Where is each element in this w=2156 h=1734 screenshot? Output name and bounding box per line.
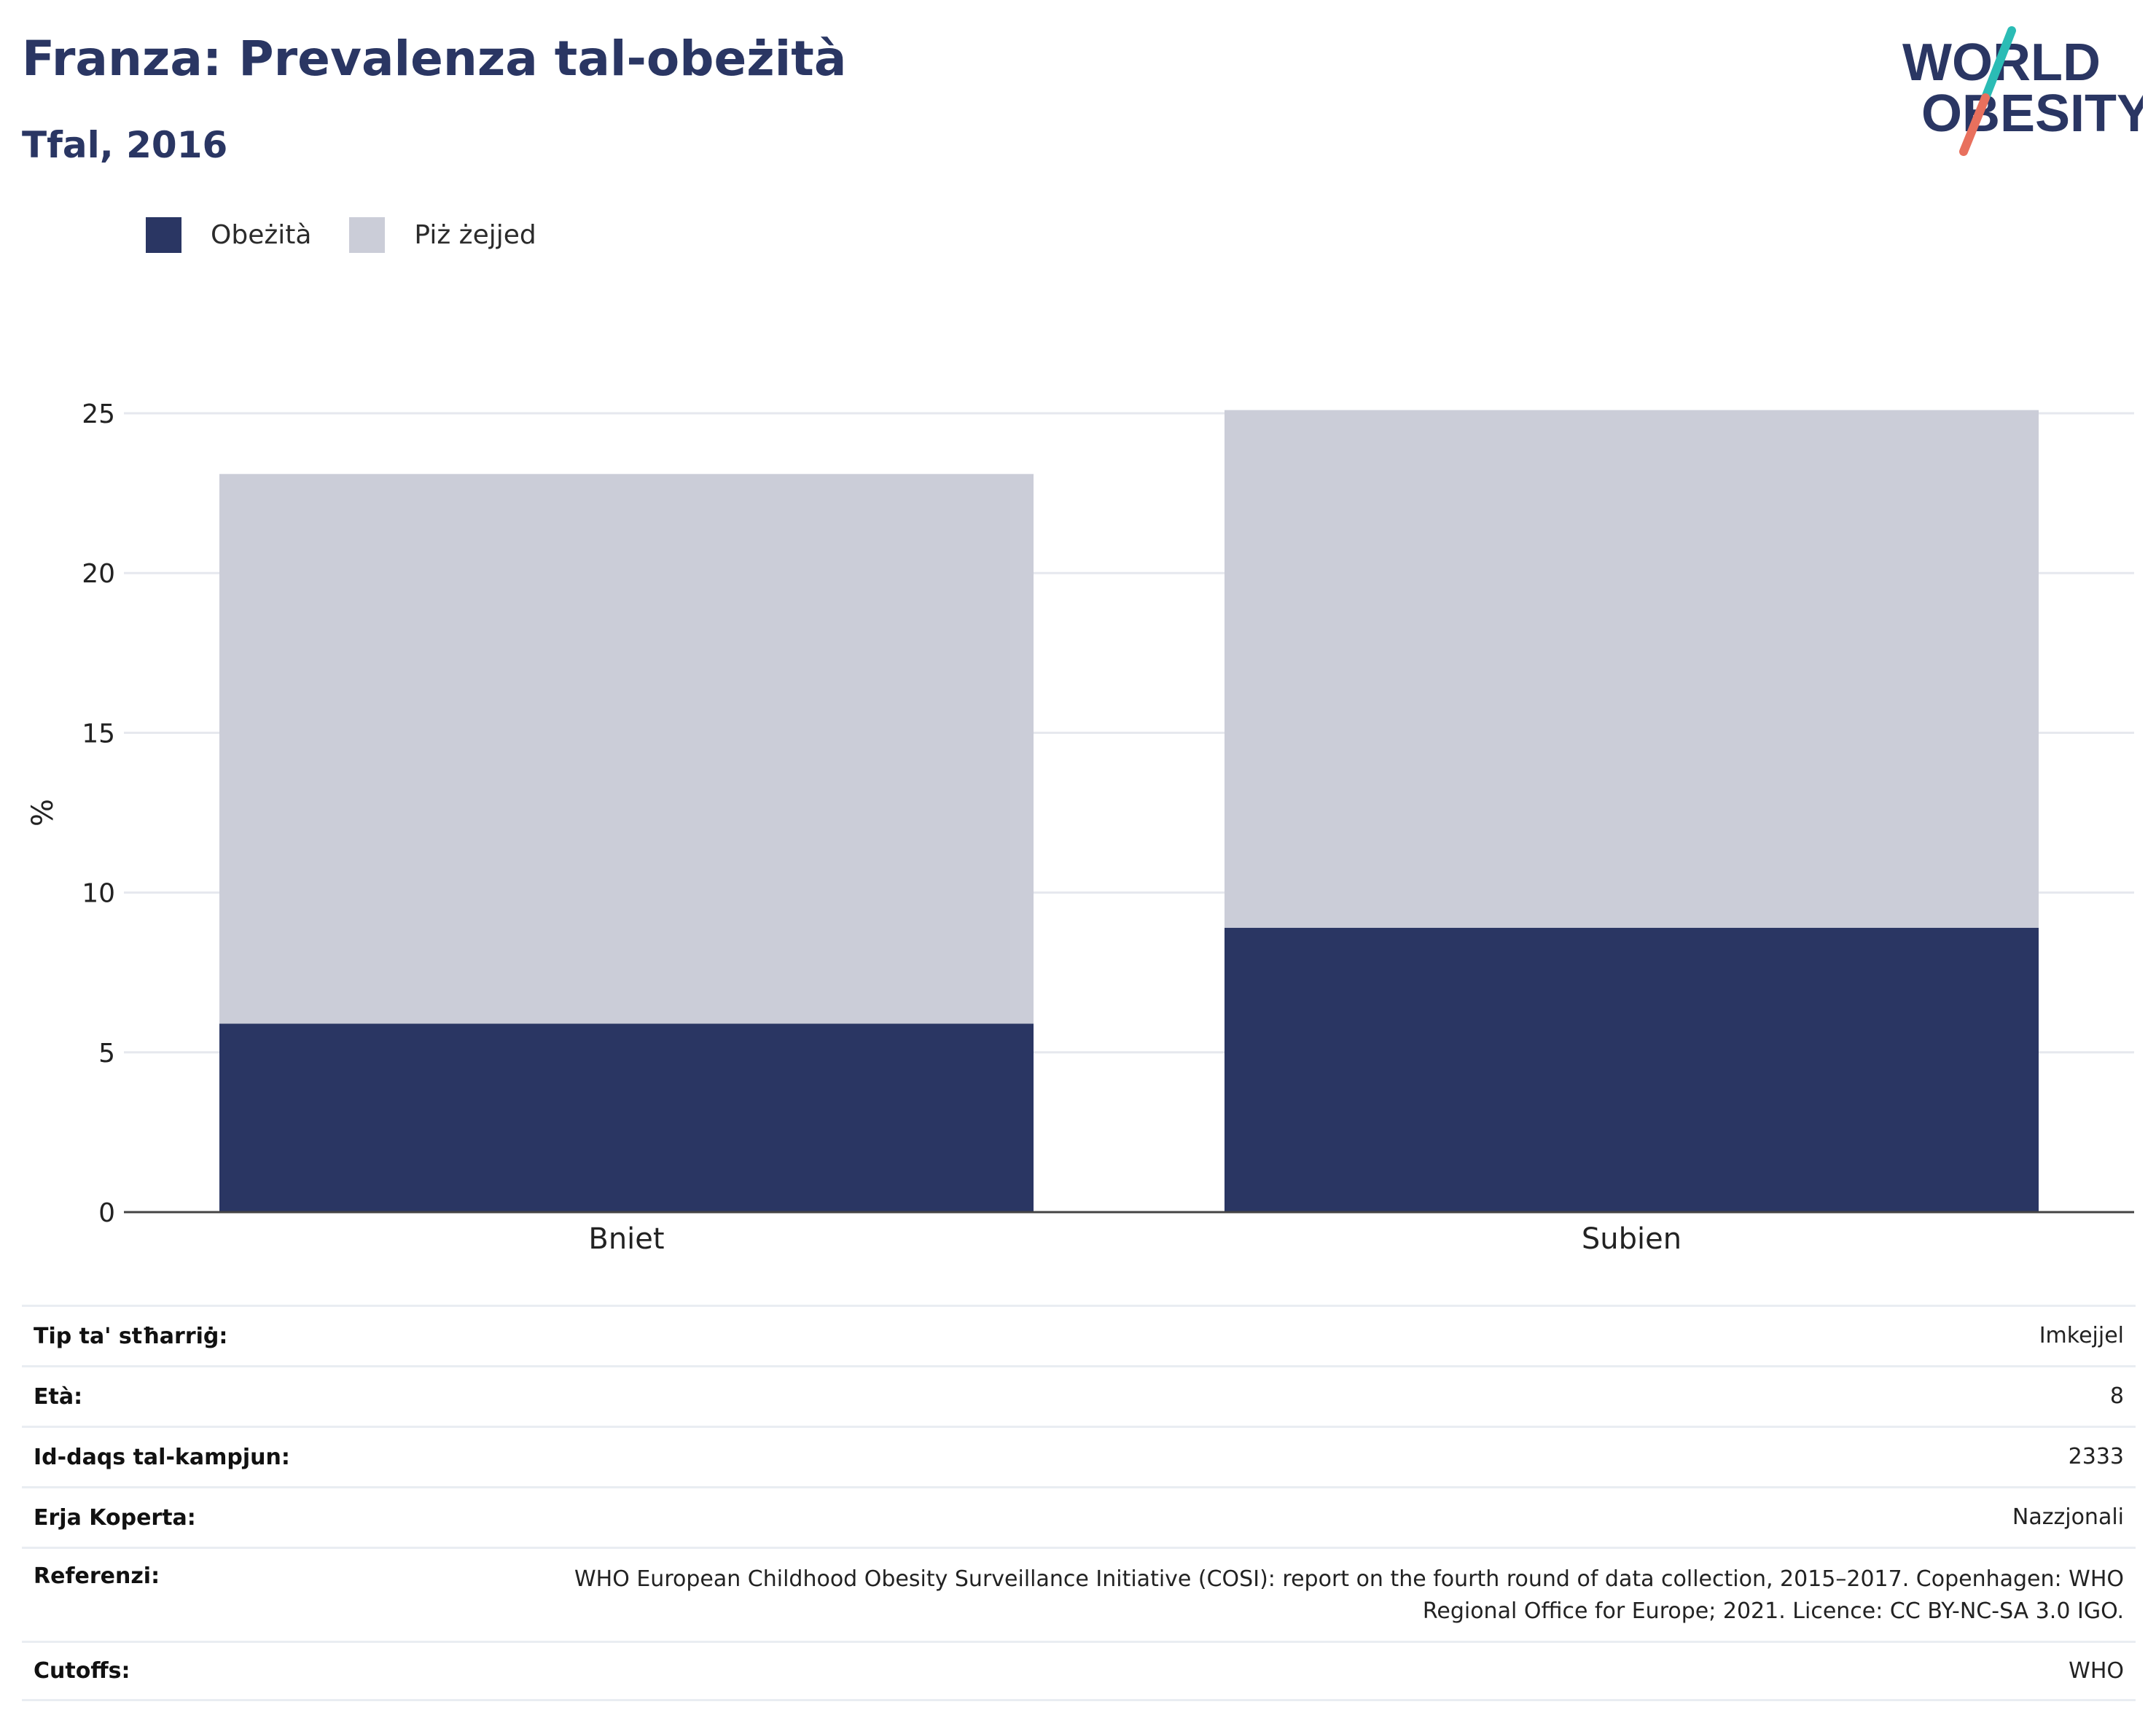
y-tick-label: 20 [82,559,115,589]
info-row: Cutoffs: WHO [22,1641,2136,1701]
info-row: Tip ta' stħarriġ: Imkejjel [22,1305,2136,1365]
info-value: WHO [2069,1657,2124,1684]
info-label: Tip ta' stħarriġ: [34,1323,228,1349]
logo-slash-bottom [1959,93,1990,156]
bar-obesity-bniet [219,1023,1034,1212]
info-table: Tip ta' stħarriġ: Imkejjel Età: 8 Id-daqs ta… [22,1305,2136,1701]
y-axis-label: % [26,799,60,827]
world-obesity-logo: WORLD OBESITY [1902,26,2143,156]
info-row: Età: 8 [22,1365,2136,1426]
legend-item-overweight[interactable]: Piż żejjed [349,217,536,253]
y-tick-label: 25 [82,399,115,429]
info-label: Età: [34,1383,83,1410]
info-label: Id-daqs tal-kampjun: [34,1444,290,1470]
legend-item-obesity[interactable]: Obeżità [146,217,311,253]
info-value: 2333 [2068,1444,2124,1469]
x-tick-label: Subien [1582,1222,1682,1256]
bar-overweight-subien [1225,410,2039,928]
chart-title: Franza: Prevalenza tal-obeżità [22,31,847,87]
info-label: Cutoffs: [34,1658,130,1684]
legend-swatch-overweight [349,217,386,253]
x-tick-label: Bniet [588,1222,664,1256]
legend-label-overweight: Piż żejjed [414,220,536,250]
logo-word-obesity: OBESITY [1921,85,2143,143]
info-label: Referenzi: [34,1563,160,1589]
info-value: WHO European Childhood Obesity Surveilla… [574,1566,2124,1624]
stacked-bar-chart: 0 5 10 15 20 25% Bniet Subien [26,399,2134,1256]
legend-swatch-obesity [146,217,181,253]
bar-overweight-bniet [219,474,1034,1024]
info-row: Referenzi: WHO European Childhood Obesity… [22,1547,2136,1641]
y-tick-label: 15 [82,719,115,749]
info-row: Erja Koperta: Nazzjonali [22,1486,2136,1547]
y-tick-label: 10 [82,879,115,909]
logo-slash-top [1981,26,2016,102]
info-value: Imkejjel [2039,1323,2124,1348]
y-tick-label: 0 [98,1198,115,1228]
info-label: Erja Koperta: [34,1504,196,1531]
bar-obesity-subien [1225,927,2039,1212]
chart-subtitle: Tfal, 2016 [22,124,228,166]
info-value: Nazzjonali [2012,1504,2124,1530]
chart-legend: Obeżità Piż żejjed [146,217,574,253]
legend-label-obesity: Obeżità [211,220,312,250]
y-tick-label: 5 [98,1039,115,1069]
info-value: 8 [2109,1383,2124,1409]
info-row: Id-daqs tal-kampjun: 2333 [22,1426,2136,1486]
